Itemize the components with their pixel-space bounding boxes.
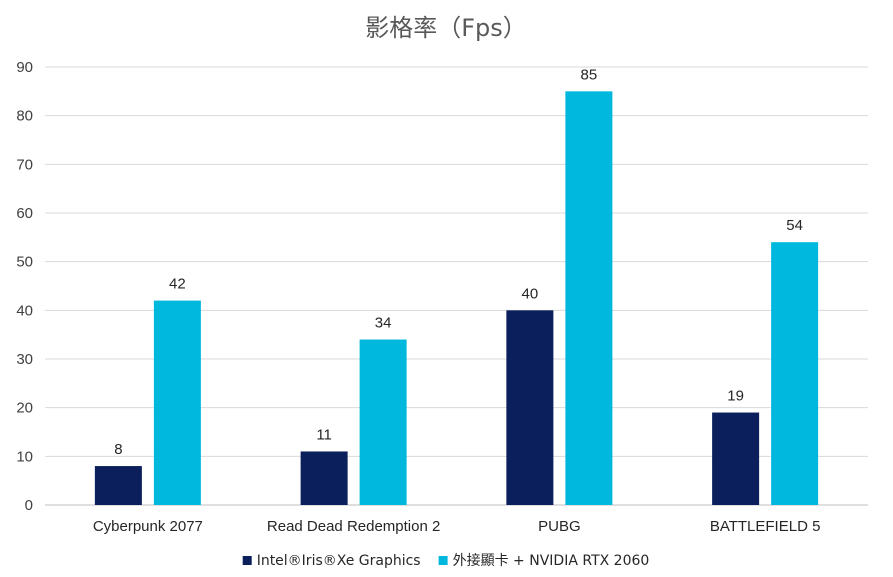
data-label: 54 [786, 217, 803, 234]
y-tick-label: 90 [16, 59, 33, 76]
bar [359, 339, 407, 505]
bar [712, 412, 760, 505]
data-label: 40 [522, 285, 539, 302]
bar [153, 300, 201, 505]
y-tick-label: 50 [16, 254, 33, 271]
x-category-label: PUBG [538, 518, 581, 535]
data-label: 19 [727, 388, 744, 405]
data-label: 34 [375, 315, 392, 332]
y-tick-label: 60 [16, 205, 33, 222]
legend: Intel®Iris®Xe Graphics 外接顯卡 + NVIDIA RTX… [242, 552, 650, 569]
y-tick-label: 70 [16, 156, 33, 173]
bar [771, 242, 819, 505]
bar [94, 466, 142, 505]
data-label: 42 [169, 276, 186, 293]
legend-swatch-nvidia [438, 556, 448, 565]
data-label: 8 [114, 441, 122, 458]
chart-title: 影格率（Fps） [365, 14, 527, 42]
bars [94, 91, 819, 505]
y-tick-label: 80 [16, 108, 33, 125]
x-axis-categories: Cyberpunk 2077 Read Dead Redemption 2 PUBG… [93, 518, 821, 535]
data-label: 85 [581, 66, 598, 83]
x-category-label: Read Dead Redemption 2 [267, 518, 440, 535]
legend-label-nvidia: 外接顯卡 + NVIDIA RTX 2060 [453, 552, 650, 569]
y-axis-ticks: 0 10 20 30 40 50 60 70 80 90 [16, 59, 33, 514]
legend-label-intel: Intel®Iris®Xe Graphics [257, 553, 421, 569]
y-tick-label: 10 [16, 448, 33, 465]
bar [506, 310, 554, 505]
x-category-label: BATTLEFIELD 5 [710, 518, 821, 535]
y-tick-label: 30 [16, 351, 33, 368]
x-category-label: Cyberpunk 2077 [93, 518, 203, 535]
y-tick-label: 20 [16, 400, 33, 417]
y-tick-label: 0 [25, 497, 33, 514]
bar [565, 91, 613, 505]
y-tick-label: 40 [16, 302, 33, 319]
data-label: 11 [316, 426, 332, 443]
data-labels: 8 42 11 34 40 85 19 54 [114, 66, 803, 458]
bar [300, 451, 348, 505]
legend-swatch-intel [242, 556, 252, 565]
